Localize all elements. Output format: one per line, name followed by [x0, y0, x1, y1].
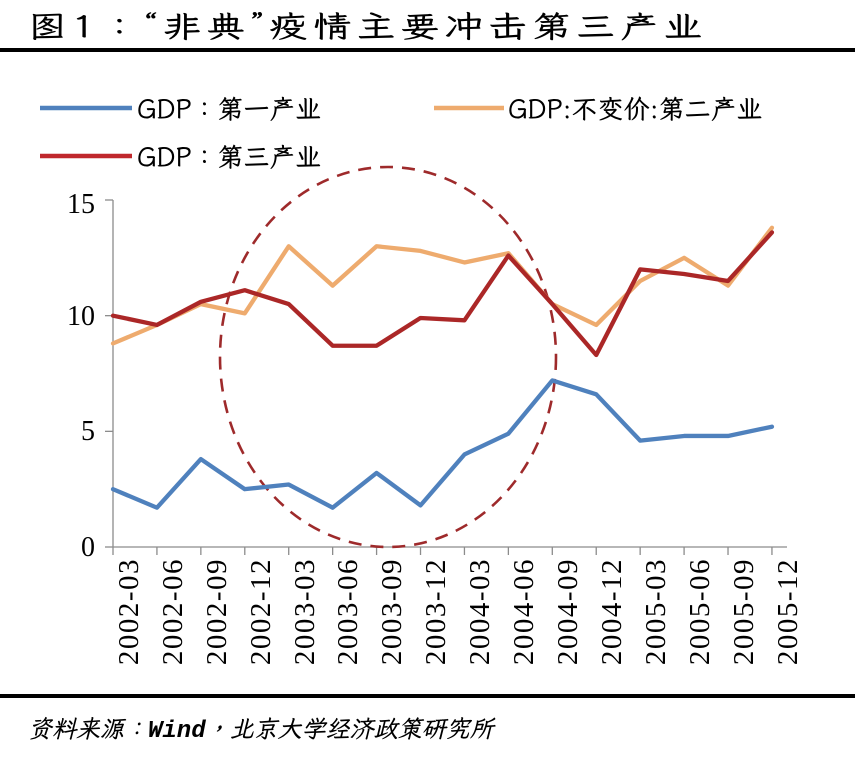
svg-text:10: 10	[67, 301, 95, 332]
svg-text:15: 15	[67, 189, 95, 220]
svg-text:5: 5	[81, 416, 95, 447]
